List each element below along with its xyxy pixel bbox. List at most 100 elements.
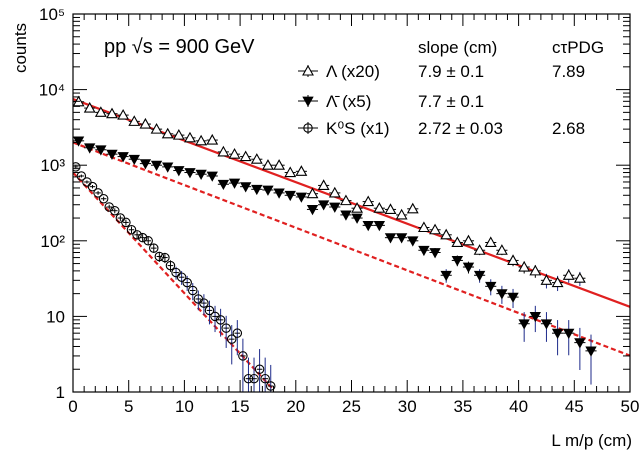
antilambda-point (473, 270, 486, 282)
lambda-point (451, 236, 464, 248)
legend-slope-value: 7.7 ± 0.1 (418, 92, 484, 111)
lambda-point (473, 244, 486, 255)
antilambda-point (340, 210, 352, 221)
series-2 (73, 162, 276, 392)
lambda-point (328, 186, 341, 198)
k0s-point (260, 373, 270, 384)
k0s-point (254, 364, 265, 374)
antilambda-point (585, 346, 597, 357)
antilambda-point (195, 169, 207, 181)
x-tick-label: 15 (231, 397, 250, 416)
lambda-point (484, 236, 497, 248)
antilambda-point (184, 168, 196, 179)
k0s-point (204, 305, 215, 316)
lambda-point (161, 127, 174, 139)
legend-ctau-value: 7.89 (552, 62, 585, 81)
k0s-point (226, 334, 237, 344)
k0s-point (188, 285, 198, 296)
lambda-point (106, 107, 118, 119)
k0s-point (149, 243, 159, 253)
k0s-point (76, 171, 87, 181)
lambda-point (83, 101, 96, 113)
lambda-point (362, 195, 375, 207)
k0s-point (93, 188, 103, 198)
k0s-point (182, 277, 192, 288)
k0s-point (73, 162, 81, 172)
lambda-point (228, 148, 241, 159)
antilambda-point (407, 236, 419, 247)
lambda-point (184, 131, 196, 143)
antilambda-point (462, 262, 475, 273)
antilambda-point (139, 159, 152, 170)
collision-annotation: pp √s = 900 GeV (104, 36, 255, 58)
lambda-point (395, 208, 408, 220)
lambda-point (339, 194, 352, 206)
antilambda-point (329, 202, 341, 213)
antilambda-point (485, 281, 497, 293)
lambda-point (417, 221, 430, 233)
k0s-point (238, 351, 248, 361)
antilambda-point (117, 152, 129, 163)
lambda-point (462, 234, 475, 246)
lambda-point (239, 150, 252, 162)
lambda-point (128, 115, 141, 126)
x-tick-label: 30 (398, 397, 417, 416)
lambda-point (150, 122, 163, 134)
antilambda-point (302, 96, 314, 107)
lambda-point (250, 153, 263, 164)
y-tick-label: 10² (40, 232, 65, 251)
lambda-point (195, 134, 208, 146)
x-tick-label: 50 (621, 397, 640, 416)
lambda-point (351, 202, 364, 213)
antilambda-point (507, 292, 519, 303)
k0s-point (154, 251, 165, 262)
k0s-point (126, 225, 137, 235)
lambda-point (117, 108, 130, 120)
k0s-point (303, 123, 313, 133)
y-tick-label: 10³ (40, 156, 65, 175)
antilambda-point (84, 143, 96, 154)
k0s-point (232, 328, 243, 338)
legend-slope-value: 2.72 ± 0.03 (418, 119, 503, 138)
lambda-point (440, 228, 453, 240)
x-tick-label: 40 (509, 397, 528, 416)
k0s-point (249, 373, 259, 384)
k0s-point (199, 298, 209, 308)
lambda-point (317, 179, 330, 190)
legend-series-name: K⁰S (x1) (326, 119, 390, 138)
antilambda-point (496, 289, 508, 300)
antilambda-point (306, 205, 319, 216)
k0s-point (265, 381, 276, 391)
lambda-point (562, 269, 575, 280)
fit-line-2 (73, 171, 275, 391)
x-tick-label: 20 (286, 397, 305, 416)
lambda-point (406, 202, 419, 214)
antilambda-point (95, 145, 107, 156)
antilambda-point (206, 171, 218, 182)
k0s-point (221, 323, 231, 333)
legend-series-name: Λ (x20) (326, 62, 380, 81)
antilambda-point (540, 319, 553, 330)
antilambda-point (362, 220, 374, 232)
lambda-point (384, 203, 397, 214)
antilambda-point (440, 270, 452, 282)
antilambda-point (395, 233, 408, 244)
x-tick-label: 45 (565, 397, 584, 416)
lambda-point (284, 166, 297, 178)
antilambda-point (317, 200, 330, 211)
lambda-point (139, 117, 152, 129)
lambda-point (507, 254, 519, 265)
k0s-point (160, 252, 170, 263)
antilambda-point (551, 328, 564, 339)
series-1 (73, 136, 630, 385)
antilambda-point (418, 245, 430, 257)
lambda-point (94, 106, 107, 117)
k0s-point (176, 272, 187, 282)
lambda-point (540, 274, 553, 285)
antilambda-point (429, 248, 441, 259)
legend-ctau-value: 2.68 (552, 119, 585, 138)
legend: Λ (x20) 7.9 ± 0.1 7.89 Λ̄ (x5) 7.7 ± 0.1 K⁰S … (298, 62, 585, 138)
antilambda-point (295, 192, 308, 203)
antilambda-point (574, 338, 586, 349)
